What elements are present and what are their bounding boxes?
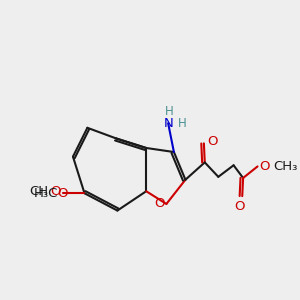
Text: O: O <box>57 187 67 200</box>
Text: CH₃: CH₃ <box>273 160 298 173</box>
Text: N: N <box>164 117 174 130</box>
Text: O: O <box>259 160 269 173</box>
Text: CH: CH <box>29 185 48 198</box>
Text: O: O <box>154 197 164 210</box>
Text: H: H <box>178 117 186 130</box>
Text: O: O <box>50 185 61 198</box>
Text: O: O <box>235 200 245 214</box>
Text: H: H <box>165 105 174 118</box>
Text: H₃C: H₃C <box>33 187 58 200</box>
Text: O: O <box>207 135 217 148</box>
